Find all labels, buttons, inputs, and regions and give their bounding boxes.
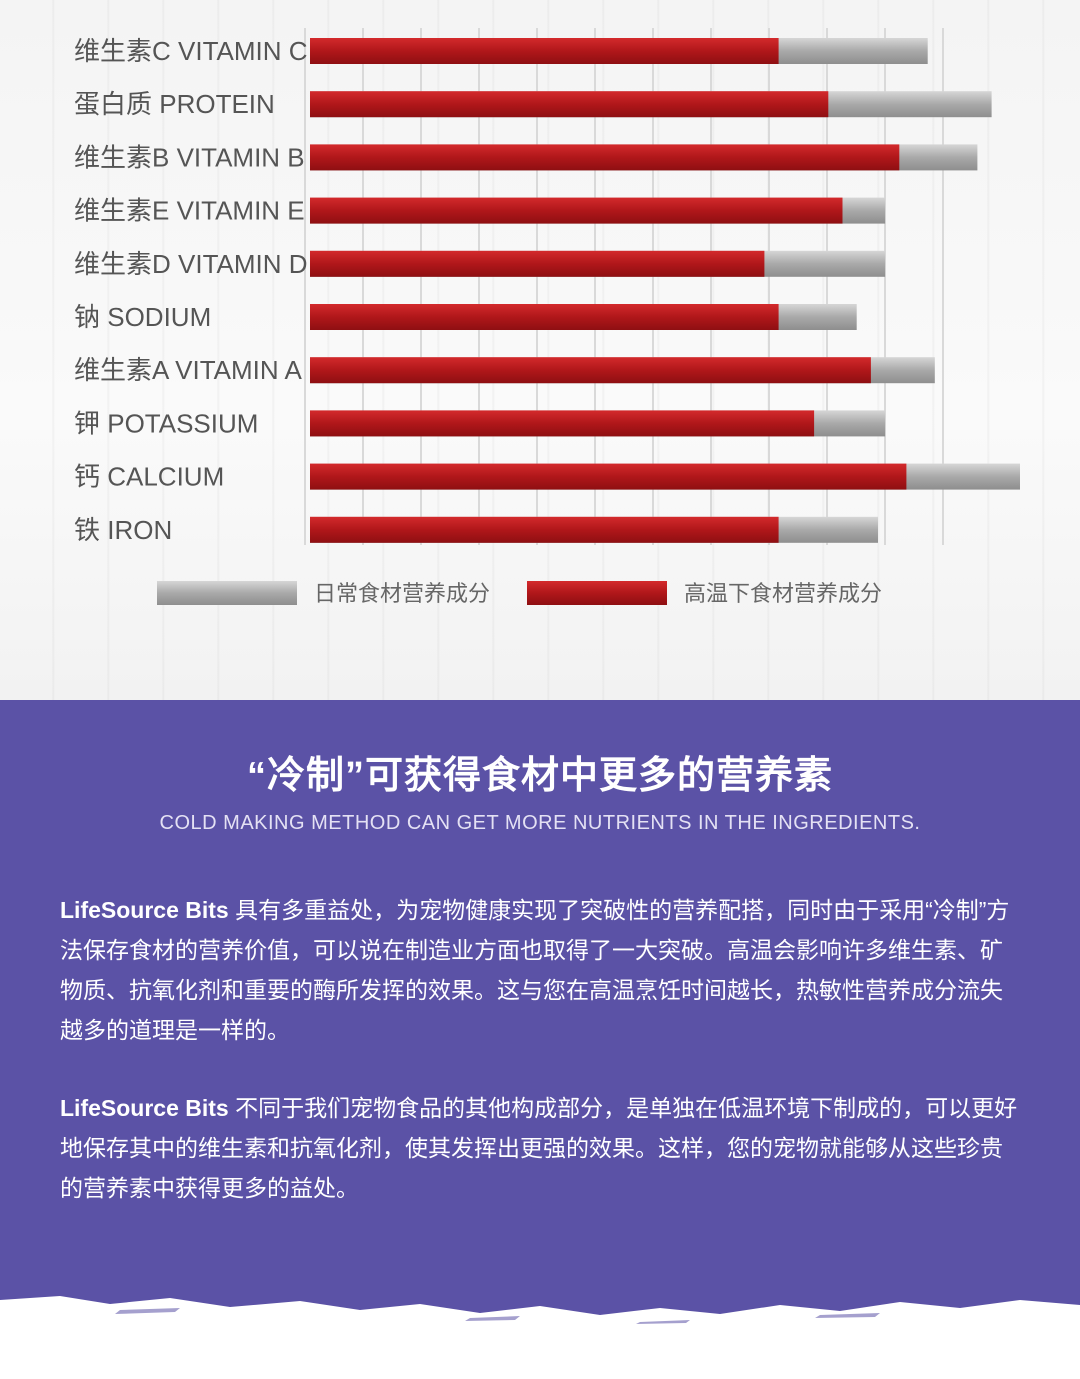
category-label: 维生素D VITAMIN D xyxy=(74,249,308,279)
bar-high-temp xyxy=(310,304,779,330)
category-label: 维生素E VITAMIN E xyxy=(74,196,305,226)
bar-high-temp xyxy=(310,357,871,384)
category-label: 钙 CALCIUM xyxy=(74,462,224,492)
legend-swatch xyxy=(527,581,667,605)
bar-high-temp xyxy=(310,250,765,277)
bar-high-temp xyxy=(310,38,779,64)
bars xyxy=(310,38,1020,543)
bar-high-temp xyxy=(310,410,815,437)
bar-high-temp xyxy=(310,144,900,171)
category-label: 维生素B VITAMIN B xyxy=(74,142,305,172)
section-title: “冷制”可获得食材中更多的营养素 xyxy=(246,755,833,797)
bar-high-temp xyxy=(310,197,843,224)
bar-high-temp xyxy=(310,91,829,118)
brush-stroke-edge xyxy=(0,1296,1080,1379)
legend-label: 日常食材营养成分 xyxy=(314,581,490,606)
brand-name: LifeSource Bits xyxy=(60,897,229,923)
bar-high-temp xyxy=(310,516,779,543)
info-section: “冷制”可获得食材中更多的营养素 COLD MAKING METHOD CAN … xyxy=(0,700,1080,1379)
category-labels: 维生素C VITAMIN C 蛋白质 PROTEIN 维生素B VITAMIN B 维… xyxy=(74,36,308,545)
section-subtitle: COLD MAKING METHOD CAN GET MORE NUTRIENT… xyxy=(159,812,921,834)
legend: 日常食材营养成分 高温下食材营养成分 xyxy=(157,581,882,606)
paragraph-2: LifeSource Bits 不同于我们宠物食品的其他构成部分，是单独在低温环… xyxy=(60,1088,1022,1208)
category-label: 铁 IRON xyxy=(74,515,172,545)
brand-name: LifeSource Bits xyxy=(60,1095,229,1121)
nutrient-bar-chart: 维生素C VITAMIN C 蛋白质 PROTEIN 维生素B VITAMIN B 维… xyxy=(74,28,1020,606)
paragraph-text: 不同于我们宠物食品的其他构成部分，是单独在低温环境下制成的，可以更好地保存其中的… xyxy=(60,1095,1018,1201)
category-label: 钠 SODIUM xyxy=(74,302,211,332)
legend-label: 高温下食材营养成分 xyxy=(684,581,882,606)
legend-swatch xyxy=(157,581,297,605)
category-label: 维生素A VITAMIN A xyxy=(74,355,302,385)
category-label: 钾 POTASSIUM xyxy=(74,408,258,438)
category-label: 维生素C VITAMIN C xyxy=(74,36,308,66)
paragraph-1: LifeSource Bits 具有多重益处，为宠物健康实现了突破性的营养配搭，… xyxy=(60,890,1022,1050)
chart-section: 维生素C VITAMIN C 蛋白质 PROTEIN 维生素B VITAMIN B 维… xyxy=(0,0,1080,700)
paragraph-text: 具有多重益处，为宠物健康实现了突破性的营养配搭，同时由于采用“冷制”方法保存食材… xyxy=(60,897,1010,1043)
bar-high-temp xyxy=(310,463,907,490)
category-label: 蛋白质 PROTEIN xyxy=(74,89,275,119)
